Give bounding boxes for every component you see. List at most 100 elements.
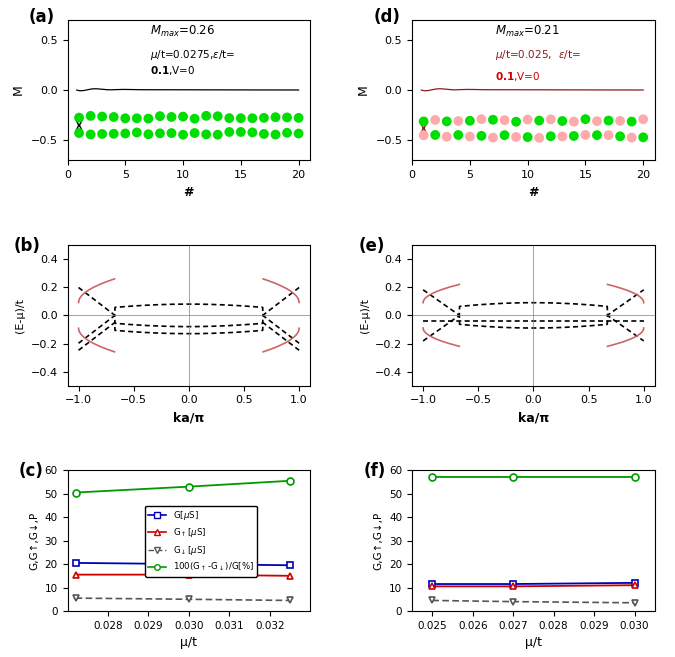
X-axis label: ka/π: ka/π <box>518 411 549 424</box>
Point <box>143 113 154 124</box>
Point <box>74 112 84 123</box>
Point <box>293 128 304 139</box>
Point <box>132 127 142 138</box>
Text: (b): (b) <box>14 237 41 254</box>
Point <box>143 129 154 139</box>
Point <box>441 116 452 127</box>
Point <box>453 129 464 140</box>
Point <box>293 112 304 123</box>
Point <box>591 130 602 141</box>
Point <box>511 116 522 127</box>
Text: $M_{max}$=0.26: $M_{max}$=0.26 <box>150 24 215 39</box>
Text: (e): (e) <box>358 237 385 254</box>
Point <box>85 129 96 140</box>
Point <box>534 133 545 143</box>
Point <box>522 114 533 125</box>
Point <box>213 129 223 140</box>
Text: (d): (d) <box>373 9 400 26</box>
Text: (c): (c) <box>19 462 44 480</box>
Point <box>430 129 441 140</box>
Point <box>178 129 188 140</box>
Point <box>638 132 649 143</box>
Point <box>464 131 475 142</box>
Point <box>557 116 568 126</box>
Point <box>85 110 96 121</box>
Y-axis label: (E-μ)/t: (E-μ)/t <box>15 298 25 333</box>
Point <box>476 114 487 124</box>
Point <box>281 112 292 123</box>
Text: $\varepsilon$/t=: $\varepsilon$/t= <box>558 48 580 61</box>
Point <box>499 130 510 141</box>
Point <box>430 115 441 125</box>
Point <box>580 129 591 140</box>
Point <box>155 128 165 139</box>
Point <box>638 114 649 124</box>
Point <box>270 112 281 122</box>
Point <box>166 112 177 122</box>
Point <box>615 131 626 141</box>
X-axis label: μ/t: μ/t <box>180 636 197 649</box>
Point <box>499 115 510 125</box>
Point <box>568 131 579 141</box>
Point <box>270 129 281 140</box>
Point <box>615 116 626 126</box>
Point <box>189 114 200 124</box>
Text: (f): (f) <box>364 462 386 480</box>
X-axis label: #: # <box>528 186 539 199</box>
Point <box>511 131 522 142</box>
Point <box>281 127 292 138</box>
Point <box>200 110 211 121</box>
Point <box>545 114 556 125</box>
Y-axis label: G,G↑,G↓,P: G,G↑,G↓,P <box>374 512 383 570</box>
X-axis label: ka/π: ka/π <box>173 411 205 424</box>
Point <box>247 127 258 138</box>
Point <box>545 131 556 141</box>
X-axis label: #: # <box>184 186 194 199</box>
Point <box>236 127 246 137</box>
Point <box>178 112 188 122</box>
Text: $\mu$/t=0.0275,$\varepsilon$/t=
$\bf{0.1}$,V=0: $\mu$/t=0.0275,$\varepsilon$/t= $\bf{0.1… <box>150 48 236 77</box>
Point <box>120 128 131 139</box>
Point <box>441 131 452 142</box>
Point <box>236 113 246 124</box>
Point <box>259 129 269 139</box>
Point <box>224 113 235 124</box>
Point <box>189 127 200 138</box>
Point <box>568 116 579 127</box>
Point <box>97 111 107 122</box>
Y-axis label: M: M <box>357 85 370 95</box>
Point <box>200 129 211 139</box>
Point <box>166 128 177 139</box>
Point <box>603 115 614 125</box>
Point <box>476 131 487 141</box>
Point <box>487 132 498 143</box>
Point <box>259 112 269 123</box>
Point <box>487 114 498 125</box>
Point <box>132 113 142 124</box>
Text: $\bf{0.1}$,V=0: $\bf{0.1}$,V=0 <box>495 70 540 83</box>
Point <box>591 116 602 126</box>
Point <box>155 111 165 122</box>
Y-axis label: M: M <box>12 85 25 95</box>
Point <box>108 112 119 122</box>
Point <box>247 113 258 124</box>
Point <box>557 131 568 142</box>
Point <box>626 116 637 127</box>
Point <box>108 129 119 139</box>
Y-axis label: G,G↑,G↓,P: G,G↑,G↓,P <box>29 512 39 570</box>
Point <box>418 130 429 141</box>
Text: $M_{max}$=0.21: $M_{max}$=0.21 <box>495 24 560 39</box>
Text: (a): (a) <box>28 9 55 26</box>
Point <box>453 116 464 126</box>
Point <box>464 116 475 126</box>
Point <box>97 129 107 139</box>
Point <box>418 116 429 127</box>
Point <box>534 116 545 126</box>
Text: $\mu$/t=0.025,: $\mu$/t=0.025, <box>495 48 551 62</box>
Point <box>580 114 591 124</box>
Point <box>522 132 533 143</box>
Y-axis label: (E-μ)/t: (E-μ)/t <box>360 298 370 333</box>
Legend: G[$\mu$S], G$_\uparrow$[$\mu$S], G$_\downarrow$[$\mu$S], 100(G$_\uparrow$-G$_\do: G[$\mu$S], G$_\uparrow$[$\mu$S], G$_\dow… <box>145 505 257 577</box>
Point <box>120 113 131 124</box>
Point <box>74 127 84 138</box>
